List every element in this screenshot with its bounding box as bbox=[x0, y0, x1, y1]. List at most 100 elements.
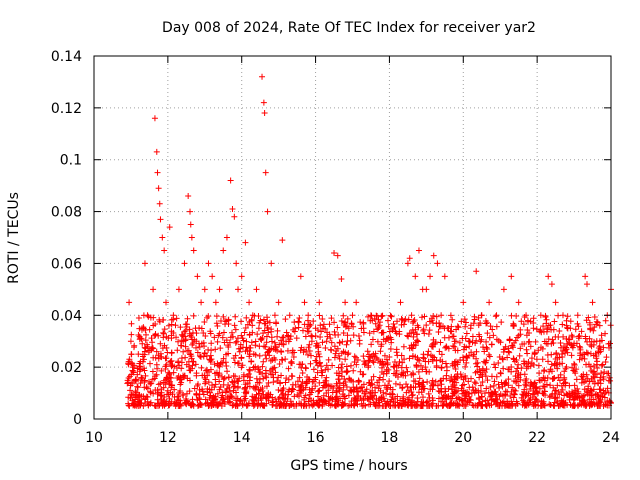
data-point bbox=[246, 383, 253, 390]
data-point bbox=[584, 375, 591, 382]
data-point bbox=[141, 367, 148, 374]
data-point bbox=[442, 388, 449, 395]
data-point bbox=[327, 402, 334, 409]
data-point bbox=[188, 333, 195, 340]
data-point bbox=[372, 320, 379, 327]
data-point bbox=[535, 362, 542, 369]
data-point bbox=[554, 365, 561, 372]
data-point bbox=[461, 316, 468, 323]
data-point bbox=[602, 330, 609, 337]
data-point bbox=[278, 340, 285, 347]
data-point bbox=[182, 321, 189, 328]
data-point bbox=[499, 355, 506, 362]
data-point bbox=[354, 401, 361, 408]
data-point bbox=[508, 342, 515, 349]
data-point bbox=[463, 330, 470, 337]
data-point bbox=[384, 386, 391, 393]
data-point bbox=[258, 336, 265, 343]
data-point bbox=[583, 281, 590, 288]
data-point bbox=[356, 340, 363, 347]
data-point bbox=[479, 378, 486, 385]
data-point bbox=[230, 372, 237, 379]
data-point bbox=[334, 345, 341, 352]
data-point bbox=[366, 357, 373, 364]
data-point bbox=[442, 360, 449, 367]
data-point bbox=[220, 329, 227, 336]
data-point bbox=[521, 402, 528, 409]
data-point bbox=[173, 364, 180, 371]
data-point bbox=[437, 377, 444, 384]
data-point bbox=[602, 358, 609, 365]
data-point bbox=[585, 383, 592, 390]
data-point bbox=[599, 393, 606, 400]
data-point bbox=[447, 402, 454, 409]
data-point bbox=[499, 356, 506, 363]
data-point bbox=[142, 396, 149, 403]
data-point bbox=[523, 346, 530, 353]
data-point bbox=[568, 342, 575, 349]
data-point bbox=[307, 321, 314, 328]
data-point bbox=[316, 299, 323, 306]
data-point bbox=[128, 320, 135, 327]
data-point bbox=[263, 333, 270, 340]
data-point bbox=[481, 390, 488, 397]
data-point bbox=[231, 322, 238, 329]
data-point bbox=[360, 353, 367, 360]
data-point bbox=[161, 326, 168, 333]
data-point bbox=[360, 325, 367, 332]
data-point bbox=[279, 237, 286, 244]
data-point bbox=[479, 401, 486, 408]
data-point bbox=[349, 312, 356, 319]
data-point bbox=[441, 273, 448, 280]
data-point bbox=[198, 299, 205, 306]
data-point bbox=[514, 400, 521, 407]
data-point bbox=[304, 374, 311, 381]
data-point bbox=[410, 378, 417, 385]
data-point bbox=[557, 371, 564, 378]
data-point bbox=[416, 375, 423, 382]
chart-title: Day 008 of 2024, Rate Of TEC Index for r… bbox=[162, 20, 536, 36]
data-point bbox=[343, 368, 350, 375]
data-point bbox=[438, 398, 445, 405]
data-point bbox=[501, 380, 508, 387]
data-point bbox=[323, 399, 330, 406]
data-point bbox=[163, 355, 170, 362]
data-point bbox=[141, 377, 148, 384]
y-tick-label: 0.14 bbox=[51, 49, 82, 65]
data-point bbox=[204, 314, 211, 321]
data-point bbox=[428, 343, 435, 350]
data-point bbox=[175, 286, 182, 293]
data-point bbox=[193, 370, 200, 377]
data-point bbox=[490, 332, 497, 339]
data-point bbox=[215, 332, 222, 339]
data-point bbox=[420, 327, 427, 334]
data-point bbox=[425, 390, 432, 397]
data-point bbox=[496, 402, 503, 409]
data-point bbox=[374, 338, 381, 345]
data-point bbox=[359, 371, 366, 378]
data-point bbox=[530, 320, 537, 327]
data-point bbox=[407, 384, 414, 391]
data-point bbox=[168, 328, 175, 335]
data-point bbox=[306, 341, 313, 348]
data-point bbox=[510, 394, 517, 401]
data-point bbox=[231, 213, 238, 220]
data-point bbox=[437, 339, 444, 346]
data-point bbox=[136, 333, 143, 340]
data-point bbox=[443, 364, 450, 371]
data-point bbox=[524, 350, 531, 357]
data-point bbox=[176, 389, 183, 396]
data-point bbox=[145, 401, 152, 408]
data-point bbox=[177, 397, 184, 404]
y-axis-label: ROTI / TECUs bbox=[6, 192, 22, 284]
data-point bbox=[409, 353, 416, 360]
data-point bbox=[590, 386, 597, 393]
data-point bbox=[471, 351, 478, 358]
data-point bbox=[373, 401, 380, 408]
data-point bbox=[426, 327, 433, 334]
x-tick-label: 10 bbox=[85, 430, 103, 446]
data-point bbox=[587, 363, 594, 370]
data-point bbox=[331, 328, 338, 335]
data-point bbox=[238, 318, 245, 325]
data-point bbox=[261, 402, 268, 409]
